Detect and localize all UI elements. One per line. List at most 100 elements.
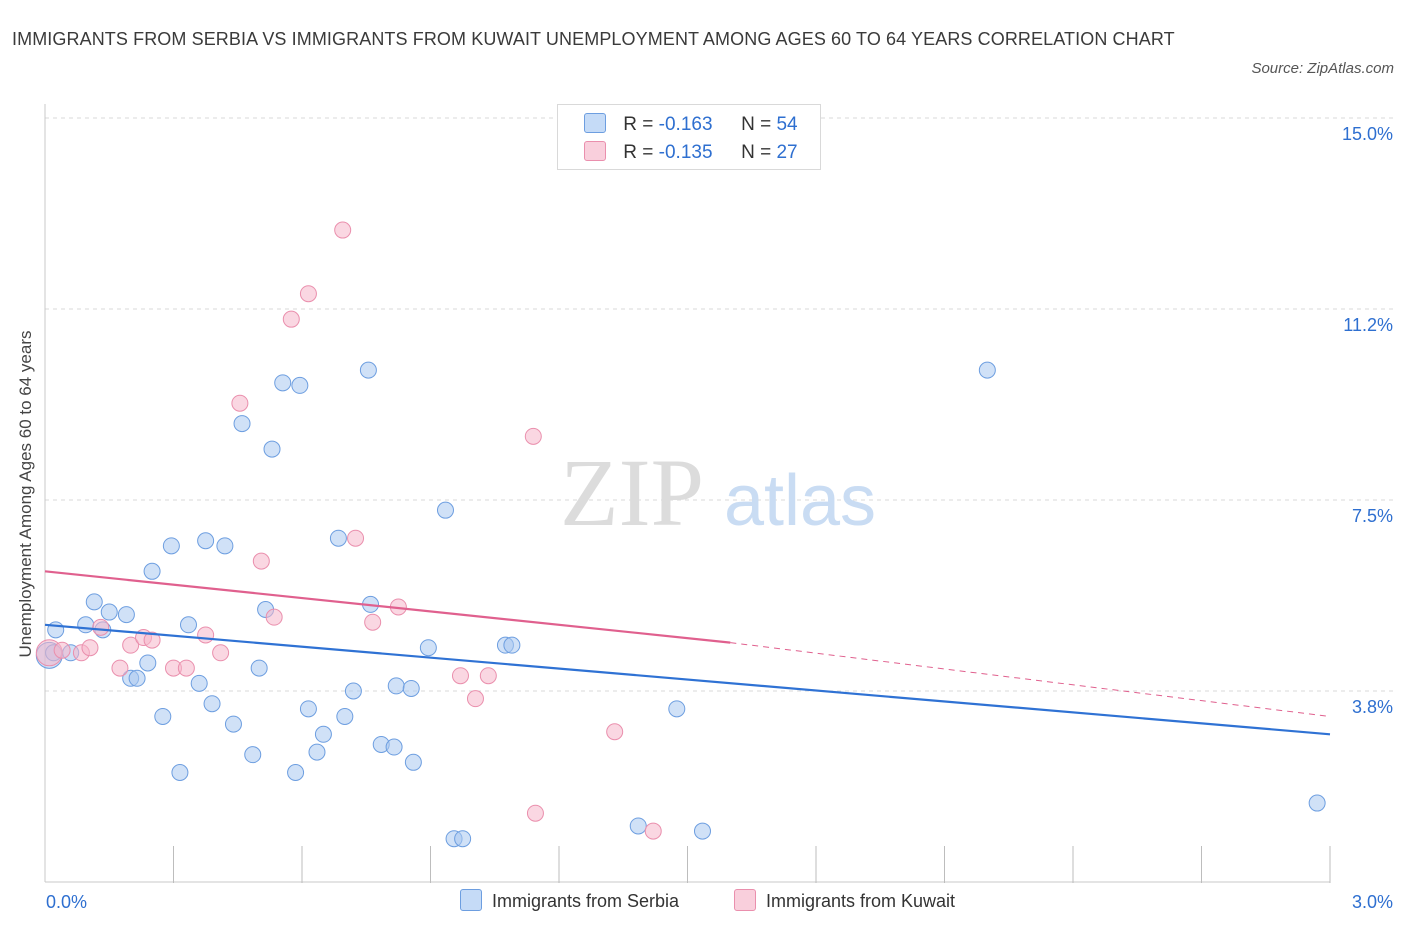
serbia-point	[128, 669, 146, 687]
bottom-serbia-label: Immigrants from Serbia	[492, 891, 680, 911]
serbia-r-value: -0.163	[658, 114, 713, 135]
serbia-point	[1308, 794, 1326, 812]
bottom-kuwait-label: Immigrants from Kuwait	[766, 891, 956, 911]
serbia-point	[203, 695, 221, 713]
watermark-zip: ZIP	[560, 439, 704, 546]
serbia-point	[143, 562, 161, 580]
kuwait-point	[282, 310, 300, 328]
serbia-point	[404, 753, 422, 771]
serbia-point	[503, 636, 521, 654]
trend-lines	[44, 570, 1331, 736]
kuwait-point	[334, 221, 352, 239]
legend-row-kuwait: R = -0.135 N = 27	[584, 141, 798, 164]
serbia-point	[287, 763, 305, 781]
kuwait-point	[92, 618, 110, 636]
kuwait-trend-line	[44, 570, 731, 644]
serbia-point	[197, 532, 215, 550]
serbia-point	[693, 822, 711, 840]
y-tick-label-3: 15.0%	[1342, 124, 1393, 144]
bottom-serbia-swatch	[460, 889, 482, 911]
serbia-point	[629, 817, 647, 835]
serbia-point	[978, 361, 996, 379]
kuwait-point	[231, 394, 249, 412]
chart-title: IMMIGRANTS FROM SERBIA VS IMMIGRANTS FRO…	[12, 29, 1175, 49]
serbia-point	[117, 606, 135, 624]
serbia-point	[359, 361, 377, 379]
serbia-point	[291, 376, 309, 394]
serbia-point	[668, 700, 686, 718]
x-tick-label-min: 0.0%	[46, 892, 87, 912]
kuwait-point	[212, 644, 230, 662]
serbia-point	[314, 725, 332, 743]
serbia-point	[77, 616, 95, 634]
kuwait-point	[479, 667, 497, 685]
y-tick-label-1: 7.5%	[1352, 506, 1393, 526]
kuwait-point	[143, 631, 161, 649]
kuwait-n-label: N =	[741, 142, 777, 163]
serbia-point	[216, 537, 234, 555]
y-tick-label-2: 11.2%	[1343, 315, 1393, 335]
serbia-point	[299, 700, 317, 718]
serbia-trend-line	[44, 623, 1331, 736]
serbia-point	[190, 674, 208, 692]
serbia-r-label: R =	[623, 114, 659, 135]
serbia-points	[35, 361, 1326, 848]
serbia-point	[436, 501, 454, 519]
serbia-point	[274, 374, 292, 392]
kuwait-point	[197, 626, 215, 644]
kuwait-point	[347, 529, 365, 547]
serbia-swatch	[584, 113, 606, 133]
serbia-point	[233, 415, 251, 433]
tick-labels: 3.8% 7.5% 11.2% 15.0% 0.0% 3.0%	[46, 124, 1393, 912]
bottom-kuwait-swatch	[734, 889, 756, 911]
kuwait-r-label: R =	[623, 142, 659, 163]
serbia-point	[385, 738, 403, 756]
serbia-point	[154, 707, 172, 725]
kuwait-n-value: 27	[776, 142, 798, 163]
correlation-legend: R = -0.163 N = 54 R = -0.135 N = 27	[557, 104, 821, 170]
serbia-point	[100, 603, 118, 621]
serbia-point	[85, 593, 103, 611]
kuwait-point	[526, 804, 544, 822]
source-credit: Source: ZipAtlas.com	[1251, 60, 1394, 77]
serbia-point	[454, 830, 472, 848]
legend-row-serbia: R = -0.163 N = 54	[584, 113, 798, 136]
kuwait-point	[111, 659, 129, 677]
serbia-point	[344, 682, 362, 700]
kuwait-r-value: -0.135	[658, 142, 713, 163]
serbia-point	[139, 654, 157, 672]
kuwait-point	[265, 608, 283, 626]
x-tick-label-max: 3.0%	[1352, 892, 1393, 912]
serbia-point	[419, 639, 437, 657]
kuwait-point	[524, 427, 542, 445]
zipatlas-watermark: ZIP atlas	[560, 439, 876, 546]
kuwait-point	[364, 613, 382, 631]
serbia-n-value: 54	[776, 114, 798, 135]
serbia-point	[244, 746, 262, 764]
kuwait-point	[644, 822, 662, 840]
serbia-point	[250, 659, 268, 677]
kuwait-point	[81, 639, 99, 657]
watermark-atlas: atlas	[724, 461, 876, 541]
kuwait-point	[466, 690, 484, 708]
bottom-legend-kuwait: Immigrants from Kuwait	[734, 889, 955, 912]
kuwait-point	[299, 285, 317, 303]
kuwait-point	[606, 723, 624, 741]
kuwait-swatch	[584, 141, 606, 161]
kuwait-point	[122, 636, 140, 654]
serbia-point	[263, 440, 281, 458]
serbia-point	[171, 763, 189, 781]
bottom-legend-serbia: Immigrants from Serbia	[460, 889, 679, 912]
serbia-point	[387, 677, 405, 695]
serbia-point	[308, 743, 326, 761]
serbia-point	[336, 707, 354, 725]
kuwait-point	[177, 659, 195, 677]
serbia-point	[402, 679, 420, 697]
kuwait-point	[53, 641, 71, 659]
serbia-n-label: N =	[741, 114, 777, 135]
kuwait-point	[252, 552, 270, 570]
serbia-point	[162, 537, 180, 555]
kuwait-trend-extrapolation	[730, 642, 1331, 717]
y-tick-label-0: 3.8%	[1352, 697, 1393, 717]
